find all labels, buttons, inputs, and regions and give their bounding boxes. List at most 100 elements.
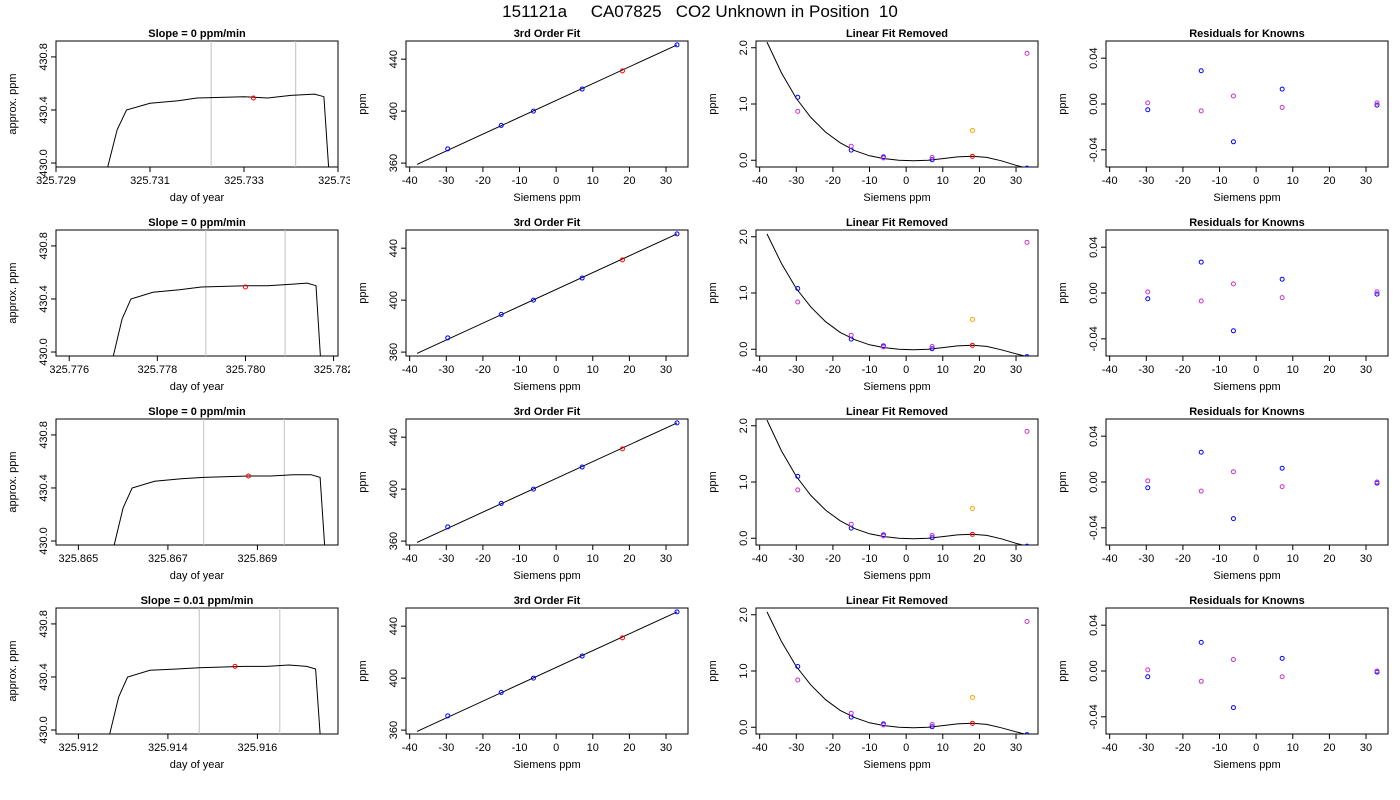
x-tick-label: 0: [903, 364, 909, 376]
x-tick-label: 10: [1287, 175, 1299, 187]
y-tick-label: 360: [388, 343, 400, 361]
y-tick-label: 0.00: [1088, 282, 1100, 303]
x-axis-label: Siemens ppm: [863, 759, 930, 771]
x-axis-label: Siemens ppm: [513, 570, 580, 582]
trace-line: [109, 664, 321, 734]
fit-curve: [766, 233, 1027, 356]
y-tick-label: 430.4: [38, 663, 50, 691]
plot-frame: [55, 418, 339, 546]
x-tick-label: 20: [973, 553, 985, 565]
y-tick-label: 0.04: [1088, 425, 1100, 446]
chart-linear-removed-row2: Linear Fit Removed -40 -30 -20 -10 0 10 20 30 0.0…: [707, 217, 1039, 393]
data-point-magenta: [1374, 289, 1380, 295]
y-tick-label: 1.0: [738, 663, 750, 678]
x-axis-label: Siemens ppm: [1213, 570, 1280, 582]
x-tick-label: 20: [623, 742, 635, 754]
data-point-blue: [674, 231, 680, 237]
x-axis-label: Siemens ppm: [513, 759, 580, 771]
data-point-blue: [929, 724, 935, 730]
data-point-magenta: [1145, 478, 1151, 484]
x-axis-label: Siemens ppm: [863, 570, 930, 582]
x-tick-label: 325.780: [226, 364, 266, 376]
x-tick-label: 10: [587, 553, 599, 565]
data-point-magenta: [1230, 93, 1236, 99]
chart-residuals-row1: Residuals for Knowns -40 -30 -20 -10 0 10 20 30 -…: [1057, 28, 1389, 204]
x-tick-label: -30: [788, 553, 804, 565]
data-point-blue: [795, 664, 801, 669]
x-tick-label: -40: [752, 553, 768, 565]
plot-frame: [55, 607, 339, 735]
chart-title: 3rd Order Fit: [514, 217, 581, 229]
data-point-magenta: [848, 143, 854, 149]
y-axis-label: ppm: [1057, 93, 1069, 114]
y-axis-label: ppm: [1057, 660, 1069, 681]
y-axis-label: ppm: [357, 282, 369, 303]
x-tick-label: 0: [553, 742, 559, 754]
x-tick-label: -40: [1102, 742, 1118, 754]
x-tick-label: -20: [475, 175, 491, 187]
data-point-magenta: [1279, 674, 1285, 680]
x-tick-label: 20: [623, 364, 635, 376]
x-tick-label: -30: [1138, 553, 1154, 565]
data-point-blue: [795, 94, 801, 100]
x-tick-label: -40: [1102, 364, 1118, 376]
data-point-magenta: [1279, 295, 1285, 301]
trace-line: [113, 474, 326, 545]
data-point-magenta: [1198, 108, 1204, 114]
chart-fit-row4: 3rd Order Fit -40 -30 -20 -10 0 10 20 30 360 400 44…: [357, 595, 689, 771]
data-point-magenta: [1374, 479, 1380, 485]
y-axis-label: ppm: [357, 471, 369, 492]
data-point-magenta: [795, 487, 801, 493]
data-point-blue: [498, 689, 504, 695]
x-tick-label: -10: [512, 742, 528, 754]
data-point-blue: [579, 275, 585, 281]
chart-title: Linear Fit Removed: [846, 217, 948, 229]
plot-frame: [55, 229, 339, 357]
x-tick-label: 10: [587, 364, 599, 376]
x-axis-label: Siemens ppm: [863, 381, 930, 393]
x-tick-label: 325.778: [137, 364, 177, 376]
x-tick-label: -30: [438, 553, 454, 565]
x-tick-label: 0: [553, 364, 559, 376]
data-point-blue: [1374, 102, 1380, 108]
y-tick-label: 1.0: [738, 285, 750, 300]
x-tick-label: 30: [1360, 553, 1372, 565]
data-point-magenta: [880, 344, 886, 350]
data-point-orange: [969, 694, 975, 700]
x-tick-label: 10: [1287, 553, 1299, 565]
data-point-red: [969, 720, 975, 726]
data-point-orange: [969, 316, 975, 322]
data-point-blue: [530, 675, 536, 681]
x-tick-label: 325.729: [36, 175, 76, 187]
y-tick-label: 400: [388, 291, 400, 309]
data-point-blue: [1230, 705, 1236, 711]
data-point-blue: [1279, 86, 1285, 92]
plot-area: [766, 419, 1030, 545]
plot-frame: [755, 229, 1039, 357]
y-tick-label: 0.04: [1088, 47, 1100, 68]
y-tick-label: 0.00: [1088, 93, 1100, 114]
x-axis-label: day of year: [170, 192, 225, 204]
plot-area: [766, 41, 1030, 167]
x-tick-label: -20: [825, 742, 841, 754]
x-tick-label: 20: [623, 175, 635, 187]
data-point-blue: [795, 473, 801, 479]
chart-title: Linear Fit Removed: [846, 28, 948, 40]
data-point-magenta: [1198, 488, 1204, 494]
x-tick-label: 30: [1010, 364, 1022, 376]
plot-area: [766, 611, 1030, 734]
y-axis-label: ppm: [357, 660, 369, 681]
y-tick-label: -0.04: [1088, 704, 1100, 729]
data-point-red: [619, 446, 625, 452]
x-tick-label: -30: [788, 364, 804, 376]
x-tick-label: 10: [587, 175, 599, 187]
x-tick-label: 0: [1253, 553, 1259, 565]
data-point-orange: [969, 505, 975, 511]
y-tick-label: 2.0: [738, 418, 750, 433]
trace-line: [107, 93, 330, 167]
x-tick-label: 10: [937, 364, 949, 376]
x-tick-label: 0: [903, 553, 909, 565]
x-tick-label: -30: [1138, 175, 1154, 187]
data-point-red: [969, 531, 975, 537]
x-tick-label: 0: [553, 553, 559, 565]
